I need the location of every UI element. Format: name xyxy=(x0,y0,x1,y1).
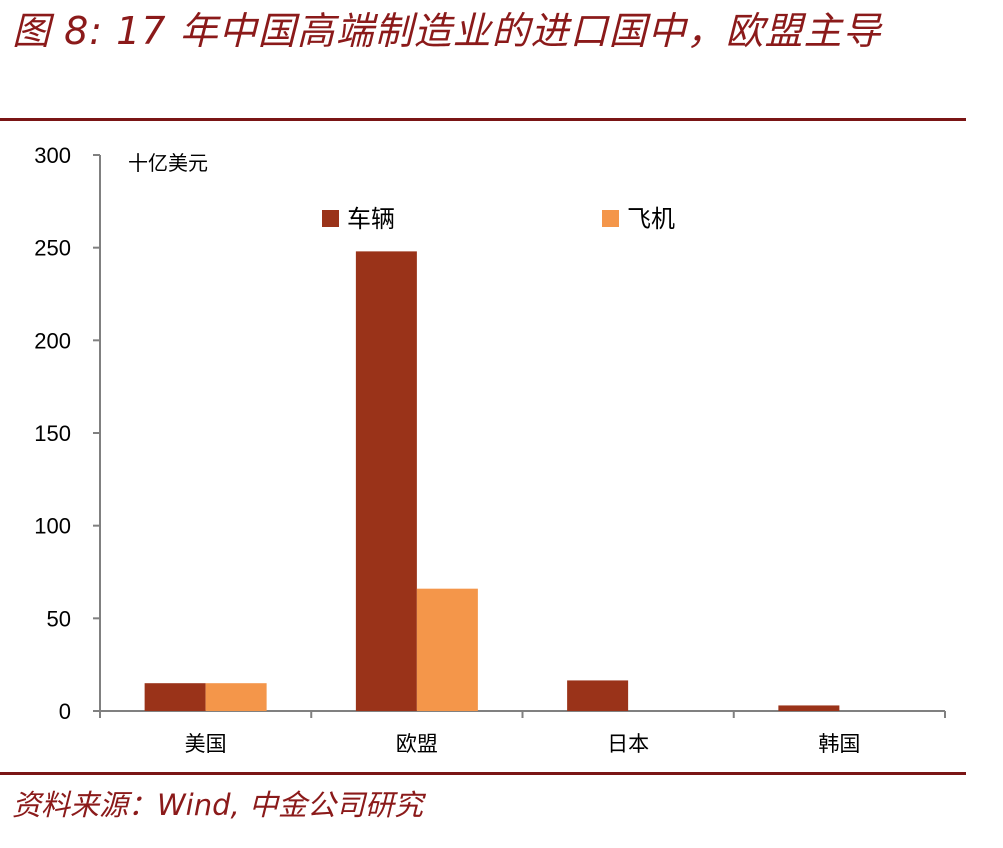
bar xyxy=(416,588,478,711)
bar xyxy=(144,683,206,711)
source-rule xyxy=(0,772,966,775)
x-category-label: 欧盟 xyxy=(396,732,438,756)
source-note: 资料来源：Wind, 中金公司研究 xyxy=(12,788,423,822)
x-category-label: 韩国 xyxy=(818,732,860,756)
y-tick-label: 150 xyxy=(34,421,71,446)
bar xyxy=(355,251,417,711)
legend-label: 飞机 xyxy=(627,205,675,233)
y-tick-label: 0 xyxy=(59,699,71,724)
x-category-label: 美国 xyxy=(185,732,227,756)
x-category-label: 日本 xyxy=(607,732,649,756)
legend-swatch xyxy=(602,210,619,227)
y-tick-label: 100 xyxy=(34,514,71,539)
y-tick-label: 300 xyxy=(34,143,71,168)
bar xyxy=(567,680,629,711)
legend-swatch xyxy=(322,210,339,227)
y-tick-label: 50 xyxy=(47,606,71,631)
y-unit-label: 十亿美元 xyxy=(128,151,208,175)
figure-title: 图 8: 17 年中国高端制造业的进口国中，欧盟主导 xyxy=(12,9,882,53)
y-tick-label: 200 xyxy=(34,328,71,353)
legend-label: 车辆 xyxy=(347,205,395,233)
title-rule xyxy=(0,118,966,121)
y-tick-label: 250 xyxy=(34,236,71,261)
bar xyxy=(778,705,840,711)
bar xyxy=(205,683,267,711)
